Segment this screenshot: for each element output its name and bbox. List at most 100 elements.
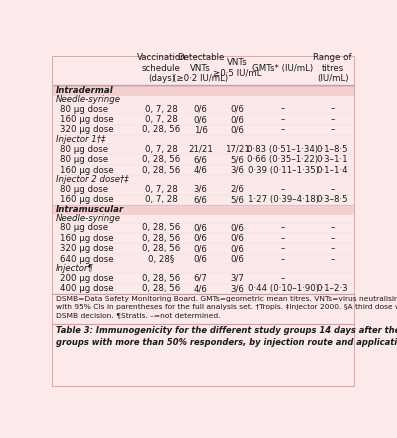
- Text: 160 μg dose: 160 μg dose: [60, 195, 114, 204]
- Text: 0/6: 0/6: [230, 254, 244, 264]
- Text: 6/6: 6/6: [193, 195, 207, 204]
- Text: 0·1–2·3: 0·1–2·3: [317, 284, 349, 293]
- Text: 80 μg dose: 80 μg dose: [60, 145, 108, 154]
- Text: GMTs* (IU/mL): GMTs* (IU/mL): [252, 64, 314, 73]
- Text: 0/6: 0/6: [193, 223, 207, 232]
- Text: 0/6: 0/6: [230, 223, 244, 232]
- Text: 6/7: 6/7: [193, 274, 207, 283]
- Text: Intradermal: Intradermal: [56, 86, 114, 95]
- Bar: [53, 144, 354, 155]
- Text: 3/6: 3/6: [230, 284, 244, 293]
- Bar: [53, 57, 354, 86]
- Bar: [53, 125, 354, 135]
- Text: –: –: [330, 115, 335, 124]
- Text: 0, 7, 28: 0, 7, 28: [145, 115, 178, 124]
- Bar: [53, 135, 354, 144]
- Text: 0/6: 0/6: [193, 105, 207, 113]
- Bar: [53, 233, 354, 244]
- Text: 3/6: 3/6: [193, 185, 207, 194]
- Text: Range of
titres
(IU/mL): Range of titres (IU/mL): [313, 53, 352, 83]
- Bar: [53, 283, 354, 294]
- Bar: [53, 265, 354, 273]
- Text: 400 μg dose: 400 μg dose: [60, 284, 114, 293]
- Bar: [53, 205, 354, 214]
- Text: 80 μg dose: 80 μg dose: [60, 105, 108, 113]
- Bar: [53, 104, 354, 114]
- Text: –: –: [281, 234, 285, 243]
- Text: –: –: [281, 244, 285, 253]
- Text: 21/21: 21/21: [188, 145, 213, 154]
- Text: 1/6: 1/6: [193, 125, 207, 134]
- Text: Injector¶: Injector¶: [56, 264, 94, 273]
- Text: –: –: [281, 274, 285, 283]
- Text: 0, 28, 56: 0, 28, 56: [142, 274, 181, 283]
- Bar: [53, 165, 354, 175]
- Text: Needle-syringe: Needle-syringe: [56, 214, 121, 223]
- Text: Injector 2 dose†‡: Injector 2 dose†‡: [56, 175, 129, 184]
- Bar: [53, 244, 354, 254]
- Bar: [53, 175, 354, 184]
- Text: 1·27 (0·39–4·18): 1·27 (0·39–4·18): [248, 195, 318, 204]
- Text: 160 μg dose: 160 μg dose: [60, 166, 114, 175]
- Text: Needle-syringe: Needle-syringe: [56, 95, 121, 104]
- Text: 0, 7, 28: 0, 7, 28: [145, 145, 178, 154]
- Text: 0·83 (0·51–1·34): 0·83 (0·51–1·34): [247, 145, 319, 154]
- Text: 640 μg dose: 640 μg dose: [60, 254, 114, 264]
- Text: 80 μg dose: 80 μg dose: [60, 223, 108, 232]
- Bar: [53, 254, 354, 265]
- Text: 0, 28, 56: 0, 28, 56: [142, 223, 181, 232]
- Bar: [53, 86, 354, 95]
- Text: 6/6: 6/6: [193, 155, 207, 164]
- Text: –: –: [330, 223, 335, 232]
- Text: 0·3–1·1: 0·3–1·1: [317, 155, 349, 164]
- Text: 0·1–8·5: 0·1–8·5: [317, 145, 349, 154]
- Text: VNTs
≥0·5 IU/mL: VNTs ≥0·5 IU/mL: [213, 58, 262, 78]
- Text: DSMB=Data Safety Monitoring Board. GMTs=geometric mean titres. VNTs=virus neutra: DSMB=Data Safety Monitoring Board. GMTs=…: [56, 296, 397, 318]
- Text: –: –: [330, 105, 335, 113]
- Text: –: –: [281, 254, 285, 264]
- Text: 320 μg dose: 320 μg dose: [60, 244, 114, 253]
- Text: 0, 28, 56: 0, 28, 56: [142, 155, 181, 164]
- Text: 0, 28, 56: 0, 28, 56: [142, 234, 181, 243]
- Text: –: –: [330, 125, 335, 134]
- Text: –: –: [281, 125, 285, 134]
- Text: 3/6: 3/6: [230, 166, 244, 175]
- Text: –: –: [281, 223, 285, 232]
- Text: 160 μg dose: 160 μg dose: [60, 115, 114, 124]
- Text: Vaccination
schedule
(days): Vaccination schedule (days): [137, 53, 186, 83]
- Bar: [53, 223, 354, 233]
- Text: 0, 7, 28: 0, 7, 28: [145, 195, 178, 204]
- Text: 3/7: 3/7: [230, 274, 244, 283]
- Text: 0·66 (0·35–1·22): 0·66 (0·35–1·22): [247, 155, 319, 164]
- Text: 0·44 (0·10–1·90): 0·44 (0·10–1·90): [248, 284, 318, 293]
- Text: Injector 1†‡: Injector 1†‡: [56, 135, 105, 144]
- Text: 0, 7, 28: 0, 7, 28: [145, 105, 178, 113]
- Bar: [53, 114, 354, 125]
- Text: 200 μg dose: 200 μg dose: [60, 274, 114, 283]
- Text: –: –: [281, 115, 285, 124]
- Text: –: –: [330, 234, 335, 243]
- Text: Detectable
VNTs
(≥0·2 IU/mL): Detectable VNTs (≥0·2 IU/mL): [173, 53, 228, 83]
- Text: 80 μg dose: 80 μg dose: [60, 185, 108, 194]
- Text: 0, 28, 56: 0, 28, 56: [142, 166, 181, 175]
- Text: –: –: [281, 185, 285, 194]
- Text: 4/6: 4/6: [193, 284, 207, 293]
- Text: 4/6: 4/6: [193, 166, 207, 175]
- Text: Table 3: Immunogenicity for the different study groups 14 days after the third v: Table 3: Immunogenicity for the differen…: [56, 326, 397, 347]
- Text: 0/6: 0/6: [230, 115, 244, 124]
- Text: 320 μg dose: 320 μg dose: [60, 125, 114, 134]
- Text: 2/6: 2/6: [230, 185, 244, 194]
- Text: –: –: [281, 105, 285, 113]
- Text: –: –: [330, 185, 335, 194]
- Bar: [53, 184, 354, 194]
- Text: 0, 28, 56: 0, 28, 56: [142, 244, 181, 253]
- Text: –: –: [330, 244, 335, 253]
- Text: 0/6: 0/6: [230, 125, 244, 134]
- Bar: [53, 194, 354, 205]
- Text: 0/6: 0/6: [230, 234, 244, 243]
- Text: 0·39 (0·11–1·35): 0·39 (0·11–1·35): [248, 166, 318, 175]
- Bar: [53, 95, 354, 104]
- Text: Intramuscular: Intramuscular: [56, 205, 124, 214]
- Text: 0/6: 0/6: [193, 115, 207, 124]
- Text: 0/6: 0/6: [193, 254, 207, 264]
